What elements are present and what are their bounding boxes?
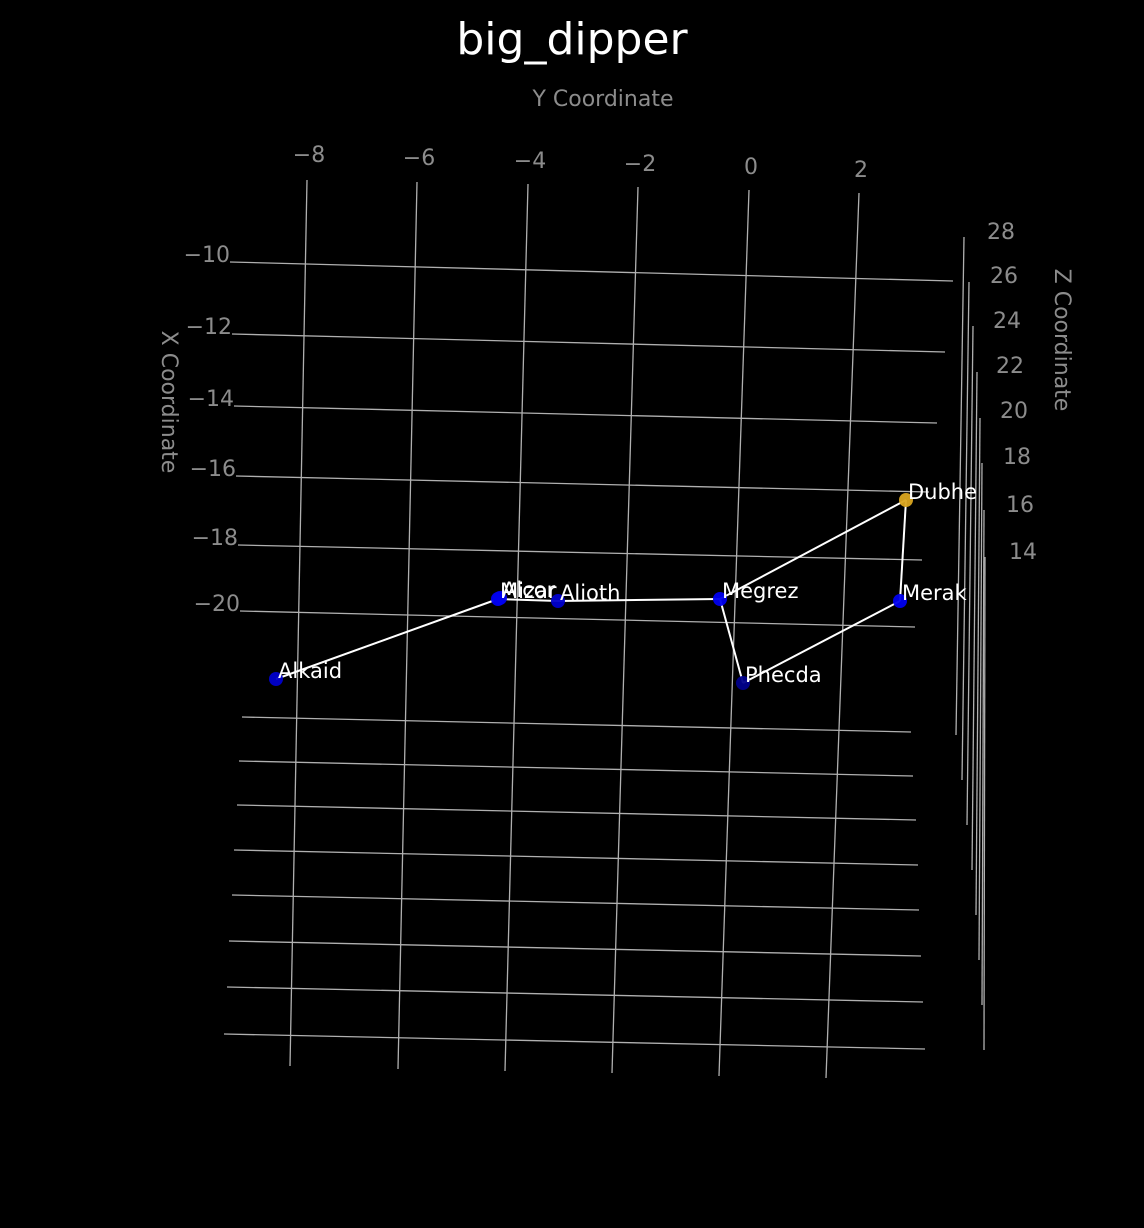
z-tick-label: 24 — [993, 309, 1021, 334]
constellation-lines — [275, 499, 907, 684]
grid-line-y — [504, 183, 529, 1072]
connection-line — [719, 499, 907, 600]
star-point-alkaid — [269, 672, 283, 686]
grid-line-depth — [975, 417, 981, 916]
grid-line-x — [239, 610, 916, 628]
star-label-megrez: Megrez — [722, 579, 798, 603]
grid-line-depth — [966, 325, 974, 826]
star-point-alioth — [551, 594, 565, 608]
y-tick-label: 2 — [854, 158, 868, 183]
chart-title: big_dipper — [456, 14, 688, 65]
grid-line-x — [235, 475, 930, 493]
star-label-alioth: Alioth — [560, 581, 620, 605]
grid-line-z — [236, 804, 917, 821]
grid-line-x — [233, 405, 938, 424]
y-tick-label: −6 — [403, 146, 435, 171]
z-axis-title: Z Coordinate — [1049, 269, 1074, 412]
grid-line-y — [825, 192, 860, 1079]
grid-line-z — [226, 986, 924, 1003]
grid-line-z — [238, 760, 914, 777]
grid-line-depth — [978, 462, 983, 961]
x-tick-label: −12 — [186, 315, 232, 340]
star-point-alcor — [493, 591, 507, 605]
grid-line-depth — [955, 236, 965, 736]
grid-line-y — [718, 189, 750, 1077]
y-axis-title: Y Coordinate — [531, 87, 673, 112]
grid-line-depth — [971, 371, 978, 871]
grid-line-x — [231, 333, 946, 353]
grid-line-depth — [983, 556, 986, 1051]
star-label-merak: Merak — [902, 581, 968, 605]
z-tick-label: 22 — [996, 354, 1024, 379]
x-tick-label: −10 — [184, 243, 230, 268]
connection-line — [557, 598, 721, 602]
grid-line-depth — [961, 281, 970, 781]
star-point-phecda — [736, 676, 750, 690]
x-tick-label: −20 — [194, 592, 240, 617]
grid-line-x — [237, 544, 923, 561]
grid-line-x — [229, 261, 954, 282]
star-label-dubhe: Dubhe — [908, 480, 977, 504]
grid-line-z — [231, 894, 920, 911]
grid-line-z — [223, 1033, 926, 1050]
y-tick-label: −8 — [293, 143, 325, 168]
grid-line-z — [241, 716, 912, 733]
x-tick-label: −18 — [192, 526, 238, 551]
x-axis-title: X Coordinate — [156, 331, 181, 474]
star-point-merak — [893, 594, 907, 608]
grid-line-z — [233, 849, 919, 866]
star-label-phecda: Phecda — [745, 663, 822, 687]
z-tick-label: 20 — [1000, 399, 1028, 424]
connection-line — [497, 598, 559, 602]
connection-line — [899, 499, 907, 602]
z-tick-label: 28 — [987, 220, 1015, 245]
tick-labels: −8 −6 −4 −2 0 2−10−12−14−16−18−20282624222018… — [184, 143, 1037, 617]
star-label-alkaid: Alkaid — [278, 659, 342, 683]
y-tick-label: −2 — [624, 152, 656, 177]
grid-line-z — [228, 940, 922, 957]
grid-line-y — [397, 181, 418, 1070]
x-tick-label: −14 — [188, 387, 234, 412]
y-tick-label: −4 — [514, 149, 546, 174]
connection-line — [742, 600, 901, 684]
x-tick-label: −16 — [190, 457, 236, 482]
connection-line — [275, 598, 499, 680]
star-label-alcor: Alcor — [502, 578, 556, 602]
grid-line-y — [611, 186, 639, 1074]
grid-line-depth — [981, 509, 985, 1006]
z-tick-label: 18 — [1003, 445, 1031, 470]
grid-line-y — [289, 179, 308, 1067]
z-tick-label: 26 — [990, 264, 1018, 289]
star-point-megrez — [713, 592, 727, 606]
connection-line — [719, 598, 744, 684]
star-label-mizar: Mizar — [500, 579, 557, 603]
y-tick-label: 0 — [744, 155, 758, 180]
grid-lines — [223, 179, 986, 1079]
star-point-dubhe — [899, 493, 913, 507]
z-tick-label: 14 — [1009, 540, 1037, 565]
z-tick-label: 16 — [1006, 493, 1034, 518]
